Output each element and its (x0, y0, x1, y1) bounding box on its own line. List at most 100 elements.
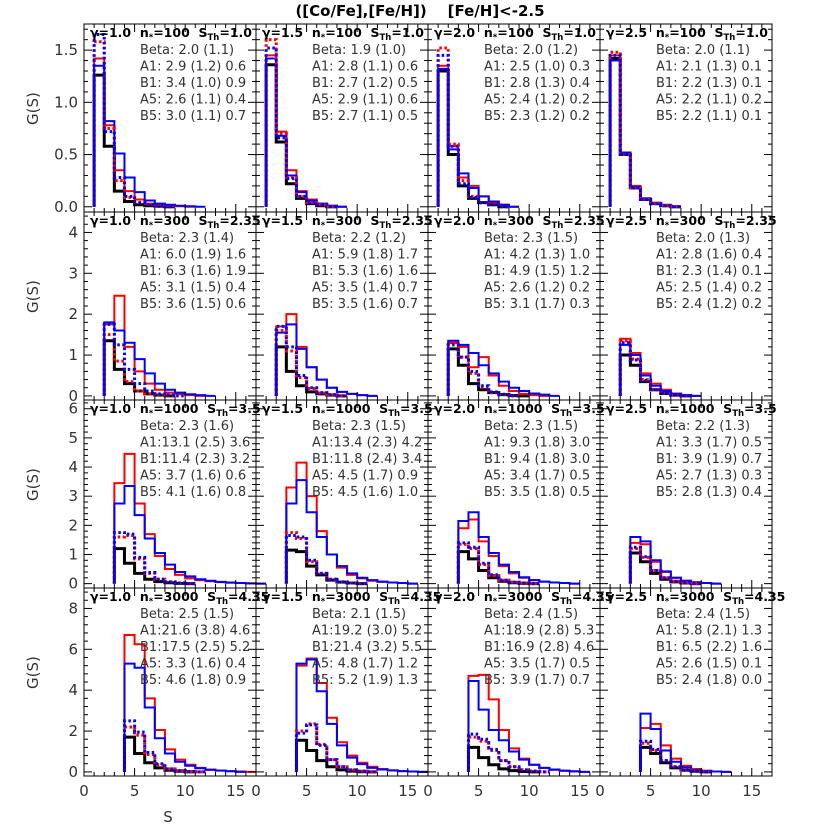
panel-stat-line: B1:16.9 (2.8) 4.6 (484, 640, 594, 655)
header-subscript: Th (732, 409, 744, 419)
header-part: n (656, 589, 665, 604)
panel-stat-line: B5: 3.0 (1.1) 0.7 (140, 109, 246, 124)
panel-stat-line: A5: 3.3 (1.6) 0.4 (140, 657, 246, 672)
histogram-blue-solid (103, 321, 216, 397)
x-tick-label: 15 (398, 782, 417, 800)
header-part: γ=1.0 (90, 589, 140, 604)
panel-stat-line: A5: 2.4 (1.2) 0.2 (484, 93, 590, 108)
panel-stat-line: B1:17.5 (2.5) 5.2 (140, 640, 250, 655)
header-subscript: Th (208, 33, 220, 43)
y-tick-label: 0 (68, 387, 78, 405)
header-part: S (714, 213, 723, 228)
histogram-blue-dotted (274, 324, 348, 398)
histogram-blue-solid (447, 339, 560, 397)
panel-header: γ=1.5 n*=1000 STh=3.5 (262, 401, 433, 419)
panel-stat-line: B5: 5.2 (1.9) 1.3 (312, 673, 418, 688)
header-part: =3000 (669, 589, 723, 604)
x-tick-label: 0 (595, 782, 605, 800)
panel-stat-line: B1:21.4 (3.2) 5.5 (312, 640, 422, 655)
header-part: n (140, 213, 149, 228)
panel-stat-line: Beta: 2.3 (1.5) (484, 419, 578, 434)
header-part: n (312, 25, 321, 40)
header-part: S (551, 589, 560, 604)
panel-stat-line: B5: 3.1 (1.7) 0.3 (484, 297, 590, 312)
panel-stat-line: B5: 4.1 (1.6) 0.8 (140, 485, 246, 500)
header-part: S (198, 25, 207, 40)
panel-header: γ=2.0 n*=100 STh=1.0 (434, 25, 596, 43)
panel-stat-line: Beta: 2.3 (1.4) (140, 231, 234, 246)
header-part: n (312, 401, 321, 416)
header-subscript: Th (208, 221, 220, 231)
panel-stat-line: B5: 2.4 (1.2) 0.2 (656, 297, 762, 312)
histogram-blue-solid (437, 67, 520, 208)
histogram-blue-dotted (618, 341, 692, 398)
y-tick-label: 1.5 (54, 41, 78, 59)
header-subscript: Th (552, 221, 564, 231)
y-tick-label: 2 (68, 516, 78, 534)
panel-stat-line: A5: 3.5 (1.7) 0.5 (484, 657, 590, 672)
panel-stat-line: B5: 3.6 (1.5) 0.6 (140, 297, 246, 312)
panel-stat-line: B5: 3.5 (1.6) 0.7 (312, 297, 418, 312)
header-part: γ=2.0 (434, 589, 484, 604)
panel-stat-line: Beta: 2.0 (1.2) (484, 43, 578, 58)
header-subscript: * (665, 33, 670, 43)
header-part: =300 (153, 213, 198, 228)
panel-stat-line: B1: 3.9 (1.9) 0.7 (656, 452, 762, 467)
panel-stat-line: Beta: 2.0 (1.1) (656, 43, 750, 58)
histogram-blue-dotted (284, 534, 368, 586)
y-tick-label: 6 (68, 400, 78, 418)
panel-stat-line: A5: 3.1 (1.5) 0.4 (140, 281, 246, 296)
header-part: S (542, 213, 551, 228)
histogram-blue-dotted (92, 32, 176, 209)
header-part: n (484, 25, 493, 40)
panel-header: γ=1.5 n*=100 STh=1.0 (262, 25, 424, 43)
header-part: =100 (325, 25, 370, 40)
header-part: =300 (325, 213, 370, 228)
histogram-blue-dotted (294, 723, 378, 774)
panel-header: γ=2.5 n*=3000 STh=4.35 (606, 589, 785, 607)
header-part: γ=1.5 (262, 589, 312, 604)
panel-stat-line: A5: 2.6 (1.1) 0.4 (140, 93, 246, 108)
header-part: S (207, 401, 216, 416)
header-part: =3000 (497, 589, 551, 604)
header-part: n (312, 589, 321, 604)
header-subscript: Th (724, 221, 736, 231)
header-subscript: Th (560, 597, 572, 607)
header-subscript: Th (380, 221, 392, 231)
histogram-blue-solid (123, 662, 246, 773)
histogram-red-dotted (628, 547, 702, 586)
header-part: γ=1.5 (262, 25, 312, 40)
header-subscript: * (149, 33, 154, 43)
y-tick-label: 5 (68, 429, 78, 447)
panel-stat-line: B5: 2.4 (1.8) 0.0 (656, 673, 762, 688)
x-tick-label: 5 (646, 782, 656, 800)
header-part: γ=1.0 (90, 401, 140, 416)
panel-stat-line: A1: 5.9 (1.8) 1.7 (312, 248, 418, 263)
panel-header: γ=1.5 n*=300 STh=2.35 (262, 213, 433, 231)
header-part: =100 (669, 25, 714, 40)
header-part: S (551, 401, 560, 416)
header-subscript: * (321, 597, 326, 607)
header-subscript: * (665, 409, 670, 419)
x-tick-label: 5 (474, 782, 484, 800)
panel-stat-line: B1: 2.7 (1.2) 0.5 (312, 76, 418, 91)
panel-stat-line: B5: 4.6 (1.8) 0.9 (140, 673, 246, 688)
panel-stat-line: B1: 5.3 (1.6) 1.6 (312, 264, 418, 279)
panel-stat-line: A5: 2.6 (1.2) 0.2 (484, 281, 590, 296)
x-tick-label: 10 (520, 782, 539, 800)
header-part: γ=1.0 (90, 213, 140, 228)
histogram-blue-dotted (466, 732, 550, 774)
histogram-blue-dotted (456, 541, 540, 586)
y-tick-label: 6 (68, 640, 78, 658)
y-axis-label: G(S) (24, 92, 42, 125)
panel-stat-line: Beta: 2.0 (1.3) (656, 231, 750, 246)
y-tick-label: 0.0 (54, 198, 78, 216)
header-part: n (656, 401, 665, 416)
panel-stat-line: A1: 2.5 (1.0) 0.3 (484, 60, 590, 75)
x-tick-label: 10 (692, 782, 711, 800)
